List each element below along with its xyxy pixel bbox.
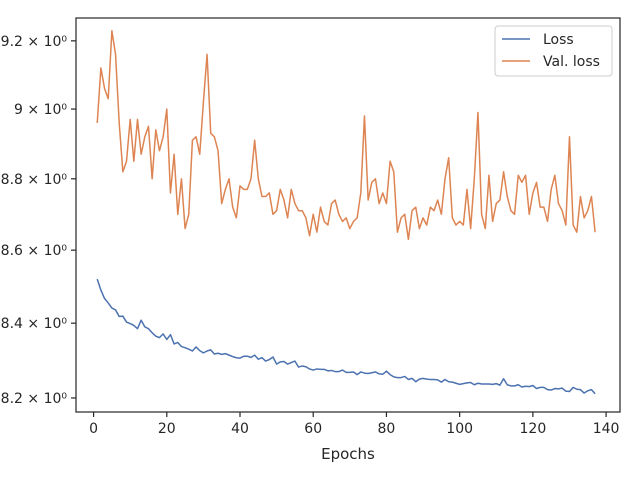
legend-label-0: Loss	[543, 32, 574, 48]
plot-area	[75, 17, 621, 413]
x-tick-label: 0	[89, 421, 98, 437]
x-axis-label: Epochs	[321, 445, 375, 463]
x-tick-label: 20	[158, 421, 176, 437]
x-axis: 0 20 40 60 80 100 120 140	[89, 412, 619, 437]
series-line-1	[96, 30, 596, 241]
y-axis: 8.2 × 10⁰ 8.4 × 10⁰ 8.6 × 10⁰ 8.8 × 10⁰ 9 × …	[1, 34, 76, 407]
y-tick-label: 8.8 × 10⁰	[1, 172, 68, 188]
y-tick-label: 9 × 10⁰	[14, 102, 67, 118]
legend: Loss Val. loss	[494, 25, 613, 77]
x-tick-label: 80	[378, 421, 396, 437]
legend-label-1: Val. loss	[543, 54, 600, 70]
x-tick-label: 140	[593, 421, 620, 437]
x-tick-label: 100	[446, 421, 473, 437]
x-tick-label: 120	[520, 421, 547, 437]
y-tick-label: 8.6 × 10⁰	[1, 243, 68, 259]
plot-frame	[75, 17, 621, 413]
y-tick-label: 9.2 × 10⁰	[1, 34, 68, 50]
y-tick-label: 8.4 × 10⁰	[1, 316, 68, 332]
series-line-0	[96, 278, 596, 395]
x-tick-label: 40	[231, 421, 249, 437]
x-tick-label: 60	[304, 421, 322, 437]
y-tick-label: 8.2 × 10⁰	[1, 391, 68, 407]
